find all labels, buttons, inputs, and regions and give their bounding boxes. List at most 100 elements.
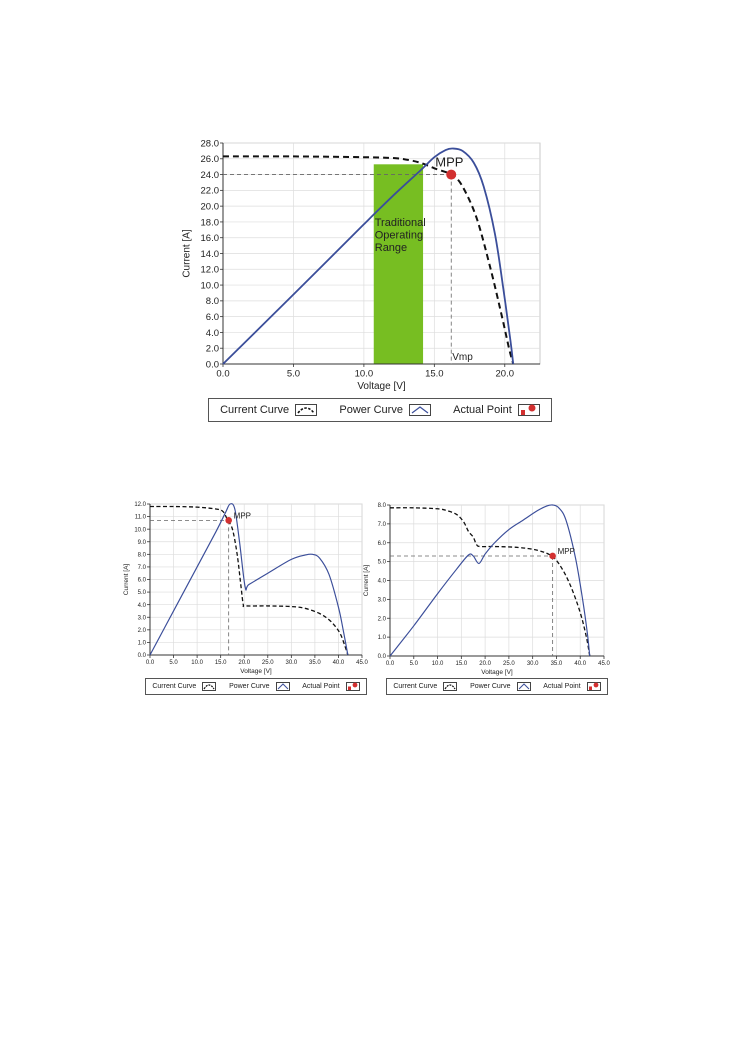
pv-chart-partial-shading-1: 0.0 1.0 2.0 3.0 4.0 5.0 6.0 7.0 8.0 9.0 10.0 11.0 12… xyxy=(118,497,368,682)
y-axis-label: Current [A] xyxy=(363,565,370,597)
legend-power-label: Power Curve xyxy=(470,683,511,690)
operating-range-label: Range xyxy=(375,242,407,254)
y-tick-label: 26.0 xyxy=(201,154,220,165)
x-tick-label: 5.0 xyxy=(169,660,178,666)
legend-main: Current Curve Power Curve Actual Point xyxy=(208,398,552,422)
y-tick-label: 8.0 xyxy=(138,552,147,558)
x-tick-label: 40.0 xyxy=(333,660,345,666)
current-curve-line xyxy=(389,507,591,657)
y-tick-label: 16.0 xyxy=(201,233,220,244)
y-tick-label: 8.0 xyxy=(206,296,219,307)
pv-chart-partial-shading-2: 0.0 1.0 2.0 3.0 4.0 5.0 6.0 7.0 8.0 0.0 5.0 10.0 15.… xyxy=(360,497,610,682)
y-tick-label: 7.0 xyxy=(378,522,387,528)
x-tick-label: 30.0 xyxy=(285,660,297,666)
y-tick-label: 10.0 xyxy=(134,527,146,533)
x-tick-label: 0.0 xyxy=(386,661,395,667)
actual-point-icon xyxy=(586,682,601,691)
y-tick-label: 11.0 xyxy=(135,515,147,521)
mpp-point xyxy=(446,169,457,180)
y-tick-label: 0.0 xyxy=(138,653,147,659)
y-tick-label: 6.0 xyxy=(206,312,219,323)
legend-actual-label: Actual Point xyxy=(543,683,581,690)
y-tick-label: 12.0 xyxy=(201,265,220,276)
legend-shading-1: Current Curve Power Curve Actual Point xyxy=(145,678,367,695)
x-tick-label: 45.0 xyxy=(356,660,368,666)
legend-current-label: Current Curve xyxy=(152,683,197,690)
y-tick-label: 22.0 xyxy=(201,186,220,197)
x-tick-label: 15.0 xyxy=(425,369,444,380)
legend-item-actual: Actual Point xyxy=(543,682,601,691)
y-tick-label: 28.0 xyxy=(201,138,220,149)
y-tick-label: 14.0 xyxy=(201,249,220,260)
x-axis-label: Voltage [V] xyxy=(357,381,406,392)
operating-range-label: Traditional xyxy=(375,217,426,229)
x-tick-label: 35.0 xyxy=(551,661,563,667)
x-tick-label: 15.0 xyxy=(455,661,467,667)
y-tick-label: 4.0 xyxy=(378,579,387,585)
chart-svg: 0.0 1.0 2.0 3.0 4.0 5.0 6.0 7.0 8.0 0.0 5.0 10.0 15.… xyxy=(363,503,610,676)
chart-svg: 0.0 1.0 2.0 3.0 4.0 5.0 6.0 7.0 8.0 9.0 10.0 11.0 12… xyxy=(123,502,368,675)
x-axis-label: Voltage [V] xyxy=(240,668,272,675)
x-tick-label: 10.0 xyxy=(355,369,374,380)
x-tick-label: 15.0 xyxy=(215,660,227,666)
legend-item-current: Current Curve xyxy=(393,682,458,691)
power-curve-line xyxy=(389,504,591,657)
mpp-label: MPP xyxy=(435,155,463,170)
x-tick-label: 20.0 xyxy=(238,660,250,666)
power-curve-icon xyxy=(275,682,290,691)
x-tick-label: 45.0 xyxy=(598,661,610,667)
legend-current-label: Current Curve xyxy=(220,404,290,416)
y-tick-label: 0.0 xyxy=(378,654,387,660)
y-tick-label: 1.0 xyxy=(138,641,147,647)
y-tick-label: 4.0 xyxy=(138,603,147,609)
vmp-label: Vmp xyxy=(452,352,473,363)
y-tick-label: 2.0 xyxy=(206,344,219,355)
y-axis-label: Current [A] xyxy=(123,564,130,596)
legend-item-actual: Actual Point xyxy=(302,682,360,691)
x-tick-label: 5.0 xyxy=(287,369,300,380)
x-tick-label: 0.0 xyxy=(146,660,155,666)
y-tick-label: 6.0 xyxy=(138,578,147,584)
current-curve-icon xyxy=(202,682,217,691)
mpp-label: MPP xyxy=(234,511,251,520)
y-tick-label: 8.0 xyxy=(378,503,387,509)
x-tick-label: 20.0 xyxy=(479,661,491,667)
legend-power-label: Power Curve xyxy=(229,683,270,690)
mpp-label: MPP xyxy=(558,547,575,556)
pv-chart-main: Traditional Operating Range 0.0 2.0 4.0 6.0 8.0… xyxy=(175,135,545,400)
x-tick-label: 40.0 xyxy=(574,661,586,667)
legend-actual-label: Actual Point xyxy=(302,683,340,690)
y-tick-label: 9.0 xyxy=(138,540,147,546)
legend-item-current: Current Curve xyxy=(152,682,217,691)
x-tick-label: 10.0 xyxy=(191,660,203,666)
current-curve-icon xyxy=(295,404,318,416)
y-tick-label: 7.0 xyxy=(138,565,147,571)
y-tick-label: 2.0 xyxy=(378,616,387,622)
x-tick-label: 30.0 xyxy=(527,661,539,667)
y-tick-label: 12.0 xyxy=(134,502,146,508)
x-tick-label: 25.0 xyxy=(262,660,274,666)
x-tick-label: 25.0 xyxy=(503,661,515,667)
legend-current-label: Current Curve xyxy=(393,683,438,690)
x-axis-label: Voltage [V] xyxy=(481,669,513,676)
power-curve-line xyxy=(222,147,515,365)
current-curve-line xyxy=(222,155,515,365)
legend-shading-2: Current Curve Power Curve Actual Point xyxy=(386,678,608,695)
y-tick-label: 4.0 xyxy=(206,328,219,339)
x-tick-label: 0.0 xyxy=(216,369,229,380)
y-tick-label: 3.0 xyxy=(138,615,147,621)
y-tick-label: 6.0 xyxy=(378,541,387,547)
mpp-point xyxy=(225,517,232,524)
current-curve-icon xyxy=(443,682,458,691)
power-curve-icon xyxy=(516,682,531,691)
x-tick-label: 35.0 xyxy=(309,660,321,666)
y-tick-label: 3.0 xyxy=(378,597,387,603)
operating-range-bar xyxy=(373,164,424,364)
y-tick-label: 24.0 xyxy=(201,170,220,181)
y-tick-label: 5.0 xyxy=(378,560,387,566)
legend-item-current: Current Curve xyxy=(220,404,318,416)
power-curve-line xyxy=(149,503,349,656)
actual-point-icon xyxy=(345,682,360,691)
y-tick-label: 2.0 xyxy=(138,628,147,634)
